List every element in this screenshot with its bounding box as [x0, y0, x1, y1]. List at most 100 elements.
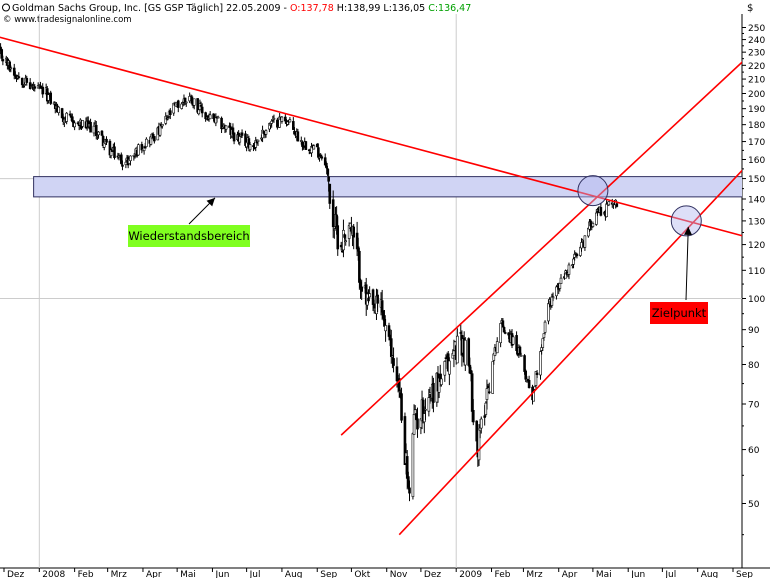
candle — [572, 257, 575, 269]
candle — [113, 142, 116, 160]
candle — [264, 129, 268, 138]
candle-body — [352, 226, 355, 238]
candle — [440, 373, 443, 387]
candle-body — [471, 410, 475, 423]
candle — [216, 115, 220, 119]
y-tick-label: 240 — [748, 36, 765, 46]
grid-layer — [0, 14, 742, 568]
candle-body — [605, 203, 608, 217]
candle — [575, 252, 579, 259]
candle — [527, 375, 531, 389]
candle — [599, 203, 603, 217]
candle-body — [551, 296, 555, 299]
candle-body — [81, 120, 84, 127]
candle-body — [583, 235, 587, 248]
x-tick-label: 2009 — [459, 570, 482, 578]
y-tick-label: 140 — [748, 195, 765, 205]
trendline-1 — [0, 36, 742, 237]
candle-body — [615, 203, 619, 207]
candle-body — [440, 378, 443, 385]
candle — [555, 285, 558, 300]
header-close: C:136,47 — [428, 3, 471, 14]
candle — [342, 219, 345, 258]
candle-body — [232, 132, 236, 142]
candle — [238, 134, 242, 146]
candle-body — [384, 325, 387, 332]
candle-body — [256, 139, 260, 142]
candle-body — [192, 98, 196, 106]
x-tick-label: Nov — [390, 570, 408, 578]
candle-body — [559, 277, 563, 284]
candle — [73, 121, 76, 131]
candle — [280, 115, 284, 124]
candle-body — [307, 149, 311, 152]
resistance-label-box: Wiederstandsbereich — [128, 225, 250, 247]
candle-body — [129, 155, 132, 162]
candle-body — [567, 264, 571, 275]
header-low: L:136,05 — [383, 3, 425, 14]
candle — [392, 347, 395, 373]
candle-body — [518, 346, 522, 355]
candle-body — [41, 86, 45, 95]
info-icon — [2, 3, 10, 12]
candle — [541, 338, 545, 352]
candle-body — [327, 176, 330, 182]
candle-body — [523, 355, 526, 372]
candle — [333, 227, 336, 239]
candle-body — [542, 333, 546, 338]
candle-body — [360, 286, 363, 292]
candle — [448, 357, 451, 386]
highlight-circle-1 — [577, 175, 609, 207]
candle — [0, 48, 4, 62]
candle — [559, 274, 563, 284]
candle — [511, 334, 515, 346]
candle — [57, 106, 60, 116]
candle — [487, 382, 491, 395]
x-tick-label: Aug — [285, 570, 303, 578]
candle-body — [452, 350, 456, 356]
candlestick-series — [0, 43, 619, 502]
candle — [224, 125, 228, 133]
candle — [360, 279, 363, 300]
candle-body — [607, 201, 611, 206]
candle — [41, 83, 45, 98]
candle — [400, 387, 403, 423]
candle-body — [121, 164, 124, 167]
y-tick-label: 160 — [748, 156, 765, 166]
candle-body — [172, 102, 176, 114]
candle-body — [534, 371, 538, 386]
candle-body — [328, 183, 332, 204]
candle — [272, 114, 276, 123]
x-tick-label: Apr — [562, 570, 578, 578]
candle-body — [519, 355, 523, 357]
header-title: Goldman Sachs Group, Inc. [GS GSP Täglic… — [12, 3, 471, 14]
x-tick-label: Apr — [146, 570, 162, 578]
y-tick-label: 60 — [748, 446, 760, 456]
candle-body — [397, 378, 401, 392]
candle — [192, 98, 196, 110]
candle — [153, 136, 156, 144]
x-tick-label: Sep — [736, 570, 753, 578]
candle-body — [427, 397, 431, 412]
candle-body — [92, 125, 96, 134]
candle — [471, 399, 475, 426]
y-tick-label: 80 — [748, 361, 760, 371]
candle — [248, 142, 252, 152]
chart-header: Goldman Sachs Group, Inc. [GS GSP Täglic… — [2, 3, 753, 25]
candle-body — [208, 114, 212, 120]
candle — [312, 144, 316, 150]
x-tick-label: Okt — [354, 570, 370, 578]
candle — [411, 432, 415, 500]
candle — [89, 118, 92, 133]
candle — [456, 328, 459, 364]
candle-body — [143, 146, 147, 149]
x-tick-label: Dez — [424, 570, 441, 578]
x-tick-label: Jun — [630, 570, 645, 578]
candle-body — [25, 77, 29, 83]
candle — [129, 155, 132, 166]
x-tick-label: Feb — [495, 570, 511, 578]
candle — [65, 112, 68, 125]
candle-body — [511, 336, 515, 345]
candle-body — [342, 229, 345, 251]
candle — [336, 216, 340, 256]
